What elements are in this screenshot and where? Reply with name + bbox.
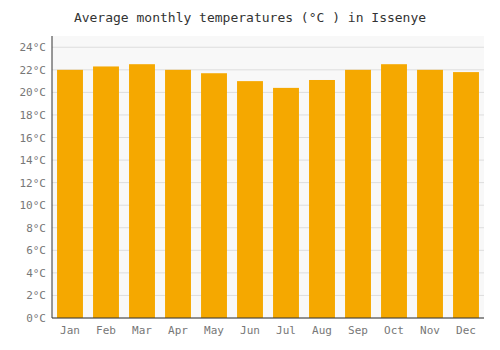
y-tick-label: 22°C bbox=[20, 64, 47, 77]
bars bbox=[57, 64, 479, 318]
y-tick-label: 10°C bbox=[20, 199, 47, 212]
y-tick-label: 4°C bbox=[26, 267, 46, 280]
x-tick-label: Jul bbox=[276, 324, 296, 337]
bar bbox=[417, 70, 443, 318]
bar bbox=[345, 70, 371, 318]
bar bbox=[237, 81, 263, 318]
x-tick-label: May bbox=[204, 324, 224, 337]
bar bbox=[201, 73, 227, 318]
x-axis-line bbox=[52, 318, 484, 319]
x-tick-label: Dec bbox=[456, 324, 476, 337]
x-tick-label: Jun bbox=[240, 324, 260, 337]
y-tick-label: 16°C bbox=[20, 132, 47, 145]
chart-container: 0°C 2°C 4°C 6°C 8°C 10°C 12°C 14°C 16°C 18°C 20°C 2… bbox=[0, 0, 500, 350]
title: Average monthly temperatures (°C ) in Is… bbox=[74, 10, 426, 25]
bar bbox=[129, 64, 155, 318]
y-tick-label: 18°C bbox=[20, 109, 47, 122]
plot-background bbox=[52, 36, 484, 318]
x-tick-label: Mar bbox=[132, 324, 152, 337]
x-tick-label: Nov bbox=[420, 324, 440, 337]
bar bbox=[165, 70, 191, 318]
bar bbox=[57, 70, 83, 318]
x-tick-label: Feb bbox=[96, 324, 116, 337]
x-tick-label: Jan bbox=[60, 324, 80, 337]
y-tick-label: 0°C bbox=[26, 312, 46, 325]
y-tick-label: 24°C bbox=[20, 41, 47, 54]
x-tick-label: Apr bbox=[168, 324, 188, 337]
bar bbox=[309, 80, 335, 318]
bar bbox=[93, 66, 119, 318]
x-tick-label: Sep bbox=[348, 324, 368, 337]
chart: 0°C 2°C 4°C 6°C 8°C 10°C 12°C 14°C 16°C 18°C 20°C 2… bbox=[0, 0, 500, 350]
y-tick-label: 2°C bbox=[26, 289, 46, 302]
y-tick-label: 12°C bbox=[20, 177, 47, 190]
bar bbox=[381, 64, 407, 318]
grid-line bbox=[52, 47, 484, 48]
y-tick-label: 14°C bbox=[20, 154, 47, 167]
y-axis-line bbox=[52, 36, 53, 318]
y-tick-label: 20°C bbox=[20, 86, 47, 99]
x-tick-label: Aug bbox=[312, 324, 332, 337]
y-tick-label: 8°C bbox=[26, 222, 46, 235]
bar bbox=[273, 88, 299, 318]
bar bbox=[453, 72, 479, 318]
y-tick-label: 6°C bbox=[26, 244, 46, 257]
grid-line bbox=[52, 318, 484, 319]
x-tick-label: Oct bbox=[384, 324, 404, 337]
